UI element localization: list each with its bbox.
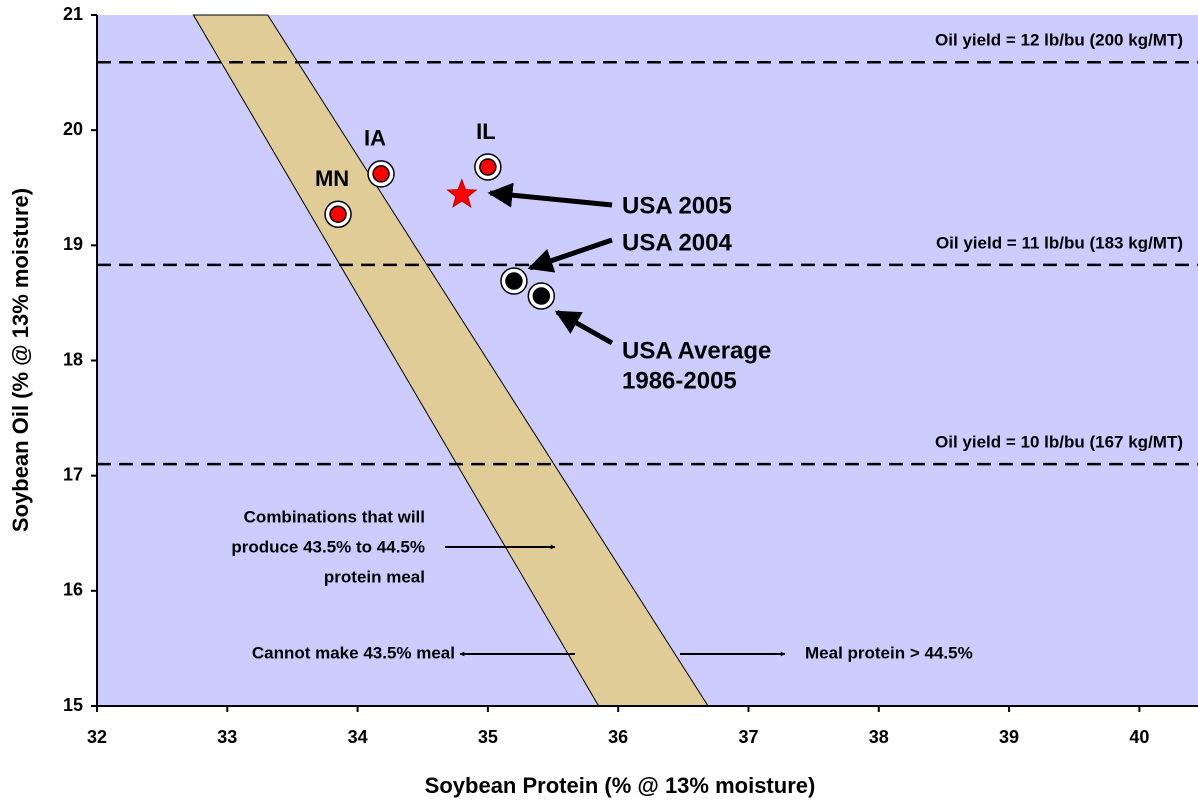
point-label: IA <box>364 126 386 151</box>
x-tick-label: 35 <box>478 727 498 747</box>
oil-yield-label: Oil yield = 10 lb/bu (167 kg/MT) <box>935 433 1183 452</box>
annotation: USA 2004 <box>622 229 732 256</box>
annotation: USA Average <box>622 337 771 364</box>
marker <box>372 165 390 183</box>
point-label: IL <box>476 119 496 144</box>
x-tick-label: 36 <box>608 727 628 747</box>
annotation-arrow <box>554 309 614 346</box>
y-tick-label: 21 <box>63 4 83 24</box>
data-point <box>527 282 556 310</box>
annotation: 1986-2005 <box>622 367 737 394</box>
x-tick-label: 40 <box>1129 727 1149 747</box>
y-tick-label: 20 <box>63 119 83 139</box>
marker <box>479 158 497 176</box>
oil-yield-label: Oil yield = 12 lb/bu (200 kg/MT) <box>935 31 1183 50</box>
x-tick-label: 37 <box>738 727 758 747</box>
data-point <box>324 200 352 228</box>
annotation: USA 2005 <box>622 192 732 219</box>
y-tick-label: 18 <box>63 349 83 369</box>
annotation: Meal protein > 44.5% <box>805 643 973 662</box>
data-point <box>367 160 395 188</box>
data-point <box>474 153 502 181</box>
x-tick-label: 33 <box>217 727 237 747</box>
annotation-arrow <box>527 237 613 273</box>
annotation: protein meal <box>324 567 425 586</box>
oil-yield-label: Oil yield = 11 lb/bu (183 kg/MT) <box>936 233 1183 252</box>
data-point <box>500 267 528 295</box>
y-tick-label: 15 <box>63 695 83 715</box>
annotation-arrow <box>487 182 613 208</box>
y-tick-label: 17 <box>63 464 83 484</box>
x-tick-label: 32 <box>87 727 107 747</box>
annotation: Combinations that will <box>244 507 425 526</box>
x-tick-label: 39 <box>999 727 1019 747</box>
marker <box>329 205 347 223</box>
point-label: MN <box>315 166 349 191</box>
y-axis-title: Soybean Oil (% @ 13% moisture) <box>8 188 33 532</box>
y-tick-label: 16 <box>63 580 83 600</box>
x-tick-label: 34 <box>348 727 368 747</box>
star-marker <box>446 178 478 208</box>
x-axis-title: Soybean Protein (% @ 13% moisture) <box>425 773 816 798</box>
annotation: Cannot make 43.5% meal <box>252 643 455 662</box>
data-point <box>446 178 478 208</box>
marker <box>532 287 551 305</box>
marker <box>505 272 523 290</box>
annotation: produce 43.5% to 44.5% <box>231 537 425 556</box>
x-tick-label: 38 <box>869 727 889 747</box>
y-tick-label: 19 <box>63 234 83 254</box>
